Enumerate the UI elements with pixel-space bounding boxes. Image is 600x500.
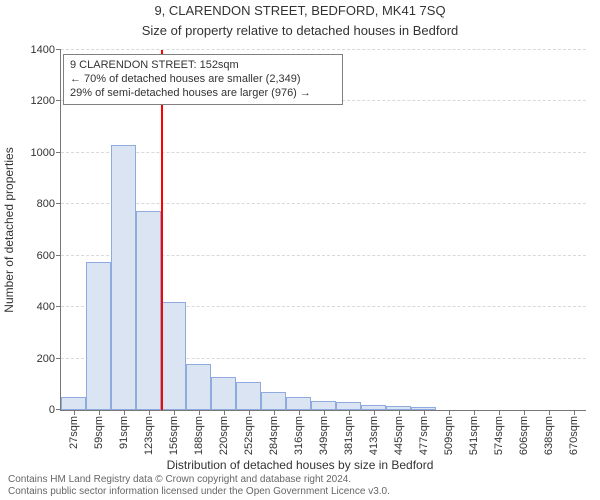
x-tick-label: 541sqm <box>468 416 480 455</box>
x-tick-label: 606sqm <box>518 416 530 455</box>
y-axis-title: Number of detached properties <box>2 147 16 312</box>
x-tick-label: 123sqm <box>143 416 155 455</box>
x-tick-mark <box>274 410 275 415</box>
x-tick-label: 59sqm <box>93 416 105 449</box>
x-tick-label: 638sqm <box>543 416 555 455</box>
y-tick-label: 0 <box>49 404 55 416</box>
gridline <box>61 49 586 50</box>
chart-title-line2: Size of property relative to detached ho… <box>0 23 600 38</box>
y-tick-mark <box>56 358 61 359</box>
x-tick-label: 413sqm <box>368 416 380 455</box>
y-tick-label: 1400 <box>31 44 55 56</box>
x-tick-label: 445sqm <box>393 416 405 455</box>
x-tick-label: 252sqm <box>243 416 255 455</box>
x-tick-mark <box>324 410 325 415</box>
y-tick-mark <box>56 203 61 204</box>
gridline <box>61 203 586 204</box>
x-axis-title: Distribution of detached houses by size … <box>0 458 600 472</box>
x-tick-mark <box>99 410 100 415</box>
histogram-bar <box>311 401 336 410</box>
y-tick-mark <box>56 100 61 101</box>
x-tick-label: 284sqm <box>268 416 280 455</box>
x-tick-label: 27sqm <box>68 416 80 449</box>
y-tick-label: 400 <box>37 301 55 313</box>
plot-area: 020040060080010001200140027sqm59sqm91sqm… <box>60 50 586 411</box>
x-tick-label: 477sqm <box>418 416 430 455</box>
x-tick-label: 91sqm <box>118 416 130 449</box>
x-tick-mark <box>474 410 475 415</box>
footer-line-1: Contains HM Land Registry data © Crown c… <box>8 474 592 486</box>
y-tick-mark <box>56 49 61 50</box>
histogram-bar <box>286 397 311 410</box>
x-tick-mark <box>124 410 125 415</box>
info-line-2: ← 70% of detached houses are smaller (2,… <box>70 73 336 87</box>
x-tick-label: 574sqm <box>493 416 505 455</box>
histogram-bar <box>186 364 211 410</box>
histogram-bar <box>61 397 86 410</box>
x-tick-label: 188sqm <box>193 416 205 455</box>
chart-canvas: 9, CLARENDON STREET, BEDFORD, MK41 7SQ S… <box>0 0 600 500</box>
x-tick-mark <box>249 410 250 415</box>
x-tick-label: 349sqm <box>318 416 330 455</box>
x-tick-mark <box>224 410 225 415</box>
y-tick-label: 1000 <box>31 147 55 159</box>
x-tick-mark <box>574 410 575 415</box>
y-tick-label: 1200 <box>31 95 55 107</box>
histogram-bar <box>86 262 111 410</box>
y-tick-mark <box>56 152 61 153</box>
info-line-1: 9 CLARENDON STREET: 152sqm <box>70 59 336 73</box>
y-tick-label: 600 <box>37 250 55 262</box>
x-tick-mark <box>74 410 75 415</box>
histogram-bar <box>261 392 286 410</box>
y-tick-mark <box>56 255 61 256</box>
y-tick-mark <box>56 306 61 307</box>
info-box: 9 CLARENDON STREET: 152sqm ← 70% of deta… <box>63 54 343 105</box>
x-tick-mark <box>524 410 525 415</box>
x-tick-label: 220sqm <box>218 416 230 455</box>
histogram-bar <box>136 211 161 410</box>
y-tick-label: 800 <box>37 198 55 210</box>
histogram-bar <box>211 377 236 410</box>
x-tick-mark <box>424 410 425 415</box>
x-tick-label: 670sqm <box>568 416 580 455</box>
histogram-bar <box>236 382 261 410</box>
x-tick-mark <box>299 410 300 415</box>
x-tick-mark <box>199 410 200 415</box>
x-tick-label: 509sqm <box>443 416 455 455</box>
footer-line-2: Contains public sector information licen… <box>8 486 592 498</box>
x-tick-label: 381sqm <box>343 416 355 455</box>
x-tick-mark <box>499 410 500 415</box>
x-tick-mark <box>549 410 550 415</box>
x-tick-mark <box>399 410 400 415</box>
histogram-bar <box>161 302 186 410</box>
gridline <box>61 152 586 153</box>
y-tick-label: 200 <box>37 353 55 365</box>
x-tick-mark <box>349 410 350 415</box>
footer: Contains HM Land Registry data © Crown c… <box>8 474 592 498</box>
chart-title-line1: 9, CLARENDON STREET, BEDFORD, MK41 7SQ <box>0 3 600 18</box>
x-tick-mark <box>374 410 375 415</box>
x-tick-mark <box>174 410 175 415</box>
x-tick-label: 316sqm <box>293 416 305 455</box>
x-tick-label: 156sqm <box>168 416 180 455</box>
x-tick-mark <box>449 410 450 415</box>
info-line-3: 29% of semi-detached houses are larger (… <box>70 87 336 101</box>
histogram-bar <box>111 145 136 410</box>
x-tick-mark <box>149 410 150 415</box>
histogram-bar <box>336 402 361 410</box>
